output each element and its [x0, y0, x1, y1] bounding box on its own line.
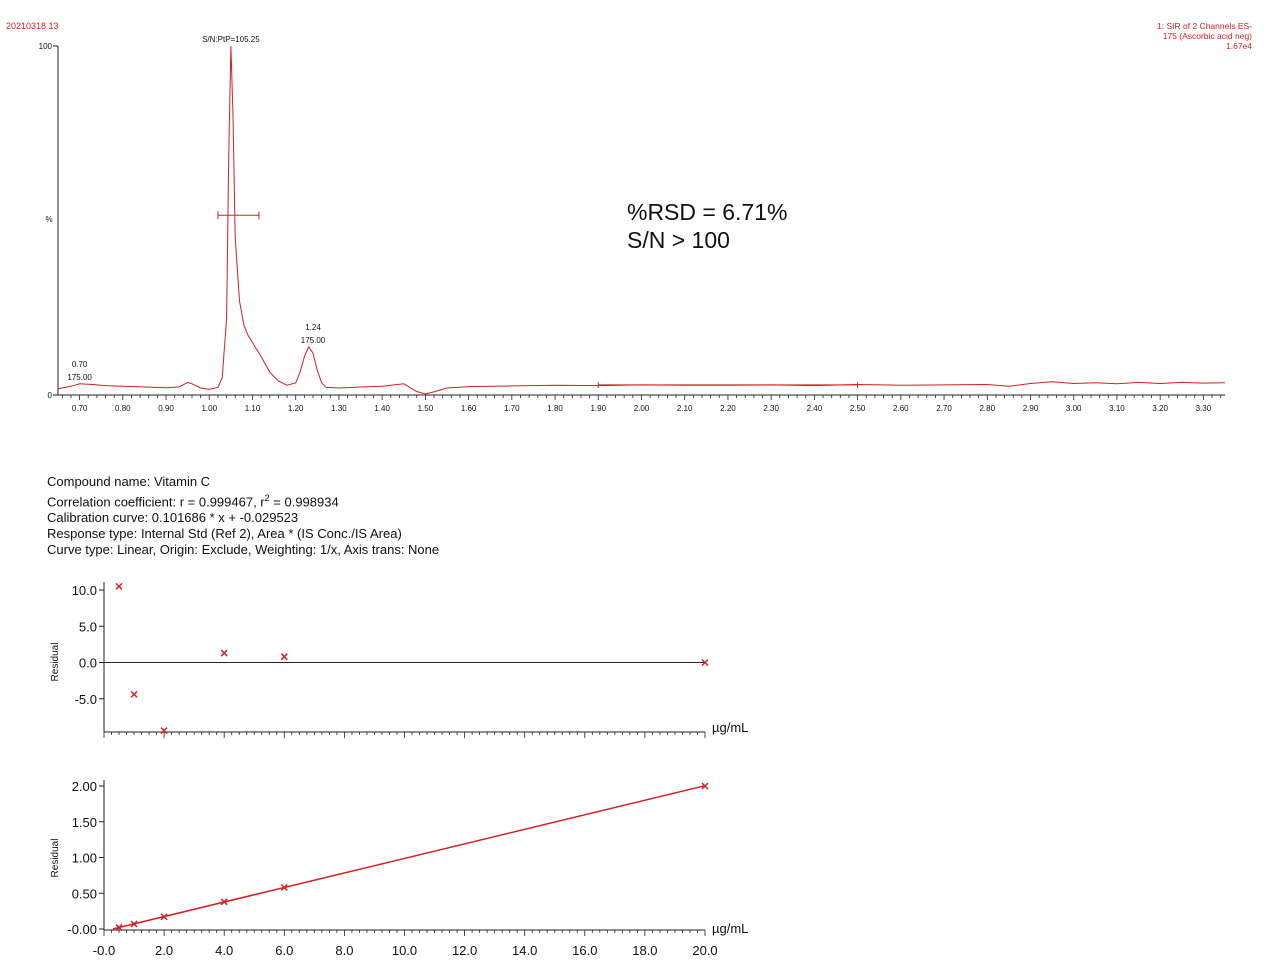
channel-info: 1: SIR of 2 Channels ES- 175 (Ascorbic a…: [1157, 21, 1252, 51]
x-tick-label: 14.0: [512, 943, 537, 958]
x-tick-label: 18.0: [632, 943, 657, 958]
channel-info-line: 1.67e4: [1226, 41, 1252, 51]
x-tick-label: 3.10: [1109, 404, 1125, 413]
x-tick-label: 2.30: [763, 404, 779, 413]
y-tick-label: -5.0: [75, 692, 97, 707]
x-tick-label: 6.0: [275, 943, 293, 958]
y-tick-label: 2.00: [72, 779, 97, 794]
residual-point: [701, 658, 709, 667]
x-tick-label: 16.0: [572, 943, 597, 958]
x-tick-label: 1.20: [288, 404, 304, 413]
x-tick-label: 0.80: [115, 404, 131, 413]
correlation-coefficient: Correlation coefficient: r = 0.999467, r…: [47, 490, 439, 510]
residual-point: [220, 649, 228, 657]
y-tick-label: 1.50: [72, 815, 97, 830]
chromatogram-chart: 100 0% 0.70 0.80 0.90 1.00 1.10 1.20 1.30 1.40 1.5…: [39, 35, 1226, 413]
rsd-annotation: %RSD = 6.71% S/N > 100: [627, 198, 787, 254]
peak-label: 1.24: [305, 323, 321, 332]
x-tick-label: 10.0: [392, 943, 417, 958]
y-tick-label: 100: [39, 42, 53, 51]
y-axis-label: Residual: [50, 839, 61, 878]
residual-point: [280, 653, 288, 661]
y-tick-label: 5.0: [79, 619, 97, 634]
calibration-info: Compound name: Vitamin C Correlation coe…: [47, 474, 439, 558]
x-axis-unit-label: µg/mL: [712, 921, 748, 936]
y-tick-label: 10.0: [72, 583, 97, 598]
x-tick-label: 2.80: [979, 404, 995, 413]
x-tick-label: 3.00: [1066, 404, 1082, 413]
peak-label: S/N:PtP=105.25: [202, 35, 260, 44]
chromatogram-trace: [57, 45, 1226, 395]
peak-label: 175.00: [301, 336, 326, 345]
calibration-point: [220, 898, 228, 906]
y-tick-label: 0: [48, 391, 53, 400]
x-tick-label: 8.0: [335, 943, 353, 958]
x-tick-label: 0.90: [158, 404, 174, 413]
peak-label: 0.70: [72, 360, 88, 369]
x-tick-label: 2.0: [155, 943, 173, 958]
y-tick-label: 1.00: [72, 851, 97, 866]
x-tick-label: 1.30: [331, 404, 347, 413]
y-tick-label: 0.50: [72, 886, 97, 901]
residual-point: [130, 690, 138, 698]
residual-point: [115, 582, 123, 590]
rsd-text: %RSD = 6.71%: [627, 199, 788, 225]
sample-id-label: 20210318 13: [6, 21, 59, 31]
x-tick-label: 3.30: [1196, 404, 1212, 413]
sn-text: S/N > 100: [627, 227, 730, 253]
x-tick-label: 2.20: [720, 404, 736, 413]
x-tick-label: 1.70: [504, 404, 520, 413]
calibration-point: [115, 924, 123, 932]
correlation-sup: 2: [264, 493, 270, 503]
calibration-point: [160, 913, 168, 921]
y-tick-label: -0.00: [67, 922, 97, 937]
calibration-curve: Calibration curve: 0.101686 * x + -0.029…: [47, 510, 299, 526]
x-tick-label: 2.10: [677, 404, 693, 413]
x-tick-label: 1.60: [461, 404, 477, 413]
x-tick-label: 1.80: [547, 404, 563, 413]
x-tick-label: 1.40: [374, 404, 390, 413]
x-tick-label: 12.0: [452, 943, 477, 958]
x-tick-label: 2.40: [807, 404, 823, 413]
curve-type: Curve type: Linear, Origin: Exclude, Wei…: [47, 542, 440, 558]
x-tick-label: 1.50: [418, 404, 434, 413]
x-tick-label: -0.0: [93, 943, 115, 958]
x-tick-label: 2.00: [634, 404, 650, 413]
y-axis-label: Residual: [50, 643, 61, 682]
x-tick-label: 2.70: [936, 404, 952, 413]
x-tick-label: 4.0: [215, 943, 233, 958]
calibration-point: [130, 920, 138, 928]
residual-point: [160, 727, 168, 735]
correlation-prefix: Correlation coefficient: r = 0.999467, r: [47, 494, 265, 510]
x-tick-label: 20.0: [692, 943, 717, 958]
correlation-suffix: = 0.998934: [269, 494, 339, 510]
y-tick-label: 0.0: [79, 656, 97, 671]
peak-label: 175.00: [67, 373, 92, 382]
channel-info-line: 1: SIR of 2 Channels ES-: [1157, 21, 1252, 31]
calibration-point: [280, 883, 288, 892]
residual-chart: 10.0 5.0 0.0 -5.0 Residual µg/mL: [50, 582, 748, 738]
compound-name: Compound name: Vitamin C: [47, 474, 211, 489]
calibration-chart: 2.00 1.50 1.00 0.50 -0.00 -0.0 2.0 4.0 6.0 8.0 10.…: [50, 779, 748, 958]
response-type: Response type: Internal Std (Ref 2), Are…: [47, 526, 402, 542]
x-axis-unit-label: µg/mL: [712, 720, 748, 735]
x-tick-label: 0.70: [72, 404, 88, 413]
x-tick-label: 2.90: [1023, 404, 1039, 413]
calibration-fit-line: [112, 784, 706, 930]
x-tick-label: 2.60: [893, 404, 909, 413]
x-tick-label: 1.90: [590, 404, 606, 413]
channel-info-line: 175 (Ascorbic acid neg): [1162, 31, 1252, 41]
x-tick-label: 2.50: [850, 404, 866, 413]
x-tick-label: 1.00: [201, 404, 217, 413]
calibration-point: [701, 782, 709, 790]
x-tick-label: 3.20: [1152, 404, 1168, 413]
y-axis-label: %: [45, 215, 52, 224]
x-tick-label: 1.10: [245, 404, 261, 413]
